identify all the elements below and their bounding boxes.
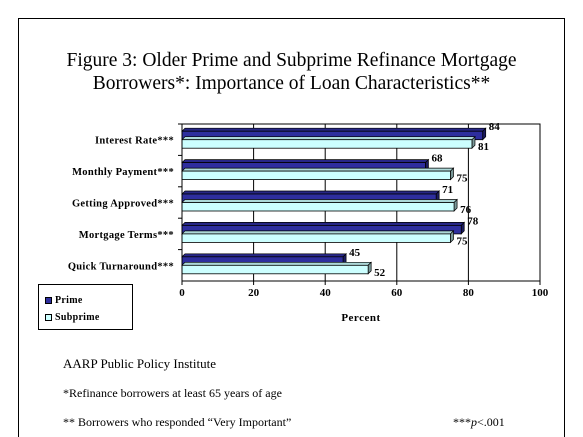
x-tick-label-80: 80	[463, 287, 475, 299]
x-tick-label-40: 40	[320, 287, 332, 299]
bar-top-prime-2	[181, 190, 441, 195]
bar-subprime-2	[181, 202, 455, 212]
source-note: AARP Public Policy Institute	[63, 356, 216, 371]
bar-top-subprime-0	[181, 136, 476, 141]
bar-top-subprime-2	[181, 199, 458, 203]
data-label-subprime-0: 81	[478, 141, 489, 153]
category-label-2: Getting Approved***	[72, 199, 174, 210]
data-label-subprime-2: 76	[460, 204, 472, 216]
data-label-prime-0: 84	[489, 121, 501, 133]
x-tick-label-60: 60	[391, 287, 403, 299]
legend-label-prime: Prime	[55, 295, 83, 306]
significance-suffix: <.001	[477, 415, 505, 429]
x-tick-label-0: 0	[179, 287, 185, 299]
footnote-age: *Refinance borrowers at least 65 years o…	[63, 386, 282, 400]
bar-subprime-3	[181, 233, 451, 243]
bar-top-subprime-1	[181, 167, 455, 172]
bar-top-subprime-3	[181, 230, 455, 235]
legend-swatch-prime	[45, 297, 52, 304]
bar-subprime-1	[181, 170, 451, 181]
legend-label-subprime: Subprime	[55, 312, 100, 323]
category-label-4: Quick Turnaround***	[68, 261, 174, 272]
chart-legend: Prime Subprime	[38, 284, 133, 330]
chart-bars	[181, 127, 487, 275]
bar-top-subprime-4	[181, 261, 373, 266]
data-label-prime-4: 45	[349, 247, 361, 259]
data-label-prime-3: 78	[467, 215, 479, 227]
legend-item-subprime: Subprime	[45, 312, 100, 323]
significance-p: p	[471, 415, 477, 429]
bar-subprime-0	[181, 139, 473, 149]
bar-top-prime-3	[181, 222, 466, 226]
legend-item-prime: Prime	[45, 295, 83, 306]
chart-title-line-1: Figure 3: Older Prime and Subprime Refin…	[66, 50, 517, 71]
data-label-prime-1: 68	[431, 153, 443, 165]
bar-top-prime-4	[181, 253, 347, 258]
footnote-very-important: ** Borrowers who responded “Very Importa…	[63, 415, 292, 429]
data-label-subprime-4: 52	[374, 267, 386, 279]
x-tick-label-100: 100	[532, 287, 549, 299]
data-label-subprime-1: 75	[457, 173, 469, 185]
x-tick-label-20: 20	[248, 287, 260, 299]
significance-note: ***p<.001	[453, 415, 505, 430]
bar-subprime-4	[181, 264, 369, 275]
x-axis-label: Percent	[341, 312, 380, 324]
legend-swatch-subprime	[45, 314, 52, 321]
bar-top-prime-0	[181, 127, 487, 132]
significance-prefix: ***	[453, 415, 471, 429]
chart-axes: 0 20 40 60 80 100	[178, 123, 549, 299]
data-label-subprime-3: 75	[457, 235, 469, 247]
category-label-0: Interest Rate***	[95, 136, 174, 147]
data-label-prime-2: 71	[442, 184, 453, 196]
category-label-3: Mortgage Terms***	[79, 230, 174, 241]
category-label-1: Monthly Payment***	[72, 167, 174, 178]
bar-top-prime-1	[181, 159, 430, 163]
chart-title-line-2: Borrowers*: Importance of Loan Character…	[92, 73, 491, 94]
plot-area-border	[181, 123, 541, 282]
